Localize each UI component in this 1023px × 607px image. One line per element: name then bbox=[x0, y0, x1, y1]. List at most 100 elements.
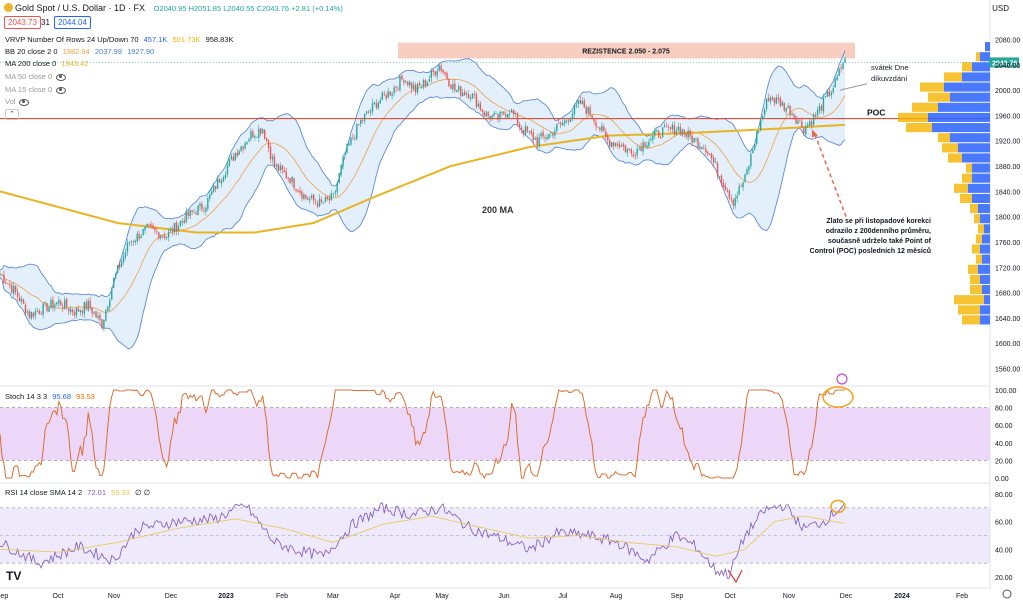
stoch-tick-label: 40.00 bbox=[995, 441, 1013, 448]
volume-profile-bar bbox=[928, 112, 990, 123]
price-tick-label: 2040.00 bbox=[995, 63, 1020, 70]
candle-body bbox=[397, 88, 399, 90]
candle-body bbox=[671, 124, 674, 130]
candle-body bbox=[432, 70, 434, 72]
candle-body bbox=[405, 80, 407, 82]
candle-body bbox=[787, 106, 789, 108]
candle-body bbox=[236, 152, 238, 157]
candle-body bbox=[597, 126, 599, 128]
candle-body bbox=[412, 85, 415, 89]
currency-label[interactable]: USD bbox=[992, 4, 1009, 13]
candle-body bbox=[420, 86, 423, 88]
collapse-legend-button[interactable]: ⌃ bbox=[5, 109, 19, 120]
price-tick-label: 1760.00 bbox=[995, 240, 1020, 247]
candle-body bbox=[454, 83, 456, 91]
candle-body bbox=[103, 319, 105, 328]
candle-body bbox=[273, 156, 276, 167]
candle-body bbox=[267, 140, 270, 149]
candle-body bbox=[707, 151, 709, 154]
candle-body bbox=[650, 139, 652, 141]
ma15-legend[interactable]: MA 15 close 0 bbox=[5, 85, 67, 94]
ma15-label: MA 15 close 0 bbox=[5, 85, 53, 94]
bid-badge[interactable]: 2043.73 bbox=[4, 16, 41, 29]
rsi-legend[interactable]: RSI 14 close SMA 14 2 72.01 59.33 ∅ ∅ bbox=[5, 488, 150, 497]
candle-body bbox=[754, 144, 756, 150]
rsi-oversold-marker bbox=[727, 569, 743, 584]
candle-body bbox=[714, 161, 717, 163]
candle-body bbox=[162, 235, 164, 237]
candle-body bbox=[24, 304, 27, 314]
alert-icon[interactable] bbox=[836, 373, 848, 385]
volume-profile-bar bbox=[972, 163, 990, 173]
vrvp-legend[interactable]: VRVP Number Of Rows 24 Up/Down 70 457.1K… bbox=[5, 35, 234, 44]
candle-body bbox=[687, 130, 689, 138]
candle-body bbox=[699, 146, 701, 149]
candle-body bbox=[7, 283, 9, 285]
candle-body bbox=[763, 109, 766, 116]
candle-body bbox=[422, 80, 425, 88]
candle-body bbox=[599, 127, 601, 130]
ma50-legend[interactable]: MA 50 close 0 bbox=[5, 72, 67, 81]
candle-body bbox=[344, 152, 346, 156]
candle-body bbox=[128, 242, 131, 244]
last-price-badge[interactable] bbox=[989, 57, 1019, 68]
ask-badge[interactable]: 2044.04 bbox=[54, 16, 91, 29]
resistance-zone[interactable] bbox=[398, 42, 855, 59]
ma200-legend[interactable]: MA 200 close 0 1943.42 bbox=[5, 59, 89, 68]
candle-body bbox=[834, 79, 836, 88]
volume-profile-bar bbox=[970, 274, 980, 284]
candle-body bbox=[771, 97, 774, 100]
candle-body bbox=[393, 87, 395, 94]
volume-profile-bar bbox=[950, 92, 990, 102]
symbol-title[interactable]: Gold Spot / U.S. Dollar · 1D · FX O2040.… bbox=[15, 3, 343, 13]
stoch-legend[interactable]: Stoch 14 3 3 95.68 93.53 bbox=[5, 392, 95, 401]
candle-body bbox=[701, 147, 703, 149]
candle-body bbox=[579, 100, 582, 104]
tradingview-logo-icon[interactable]: TV bbox=[6, 569, 21, 583]
candle-body bbox=[530, 131, 532, 134]
candle-body bbox=[689, 130, 691, 137]
settings-gear-icon[interactable] bbox=[1002, 589, 1012, 599]
volume-profile-bar bbox=[942, 143, 958, 153]
candle-body bbox=[469, 97, 472, 100]
candle-body bbox=[638, 147, 640, 149]
candle-body bbox=[307, 197, 309, 200]
eye-hidden-icon[interactable] bbox=[19, 98, 30, 106]
candle-body bbox=[640, 146, 642, 152]
volume-profile-bar bbox=[972, 193, 990, 203]
candle-body bbox=[556, 124, 558, 132]
rsi-tick-label: 80.00 bbox=[995, 492, 1013, 499]
volume-profile-bar bbox=[980, 52, 990, 62]
candle-body bbox=[612, 142, 615, 147]
candle-body bbox=[630, 149, 632, 154]
vol-legend[interactable]: Vol bbox=[5, 97, 30, 106]
candle-body bbox=[703, 147, 705, 149]
candle-body bbox=[214, 186, 217, 189]
vrvp-up: 457.1K bbox=[143, 35, 168, 44]
bb-legend[interactable]: BB 20 close 2 0 1982.94 2037.99 1927.90 bbox=[5, 47, 154, 56]
candle-body bbox=[11, 285, 13, 293]
candle-body bbox=[807, 124, 809, 126]
price-tick-label: 1800.00 bbox=[995, 215, 1020, 222]
candle-body bbox=[18, 297, 21, 302]
candle-body bbox=[818, 106, 821, 112]
eye-hidden-icon[interactable] bbox=[56, 73, 67, 81]
candle-body bbox=[99, 314, 101, 320]
candle-body bbox=[189, 209, 191, 216]
volume-profile-bar bbox=[976, 52, 980, 62]
candle-body bbox=[646, 145, 648, 148]
candle-body bbox=[220, 180, 223, 184]
candle-body bbox=[501, 111, 503, 113]
candle-body bbox=[156, 230, 158, 232]
candle-body bbox=[779, 98, 781, 107]
candle-body bbox=[411, 82, 413, 89]
candle-body bbox=[685, 133, 687, 137]
vrvp-down: 501.73K bbox=[172, 35, 201, 44]
note-text-line: odrazilo z 200denního průměru, bbox=[826, 227, 931, 235]
candle-body bbox=[0, 273, 1, 275]
candle-body bbox=[797, 120, 799, 124]
candle-body bbox=[452, 84, 454, 90]
eye-hidden-icon[interactable] bbox=[56, 86, 67, 94]
